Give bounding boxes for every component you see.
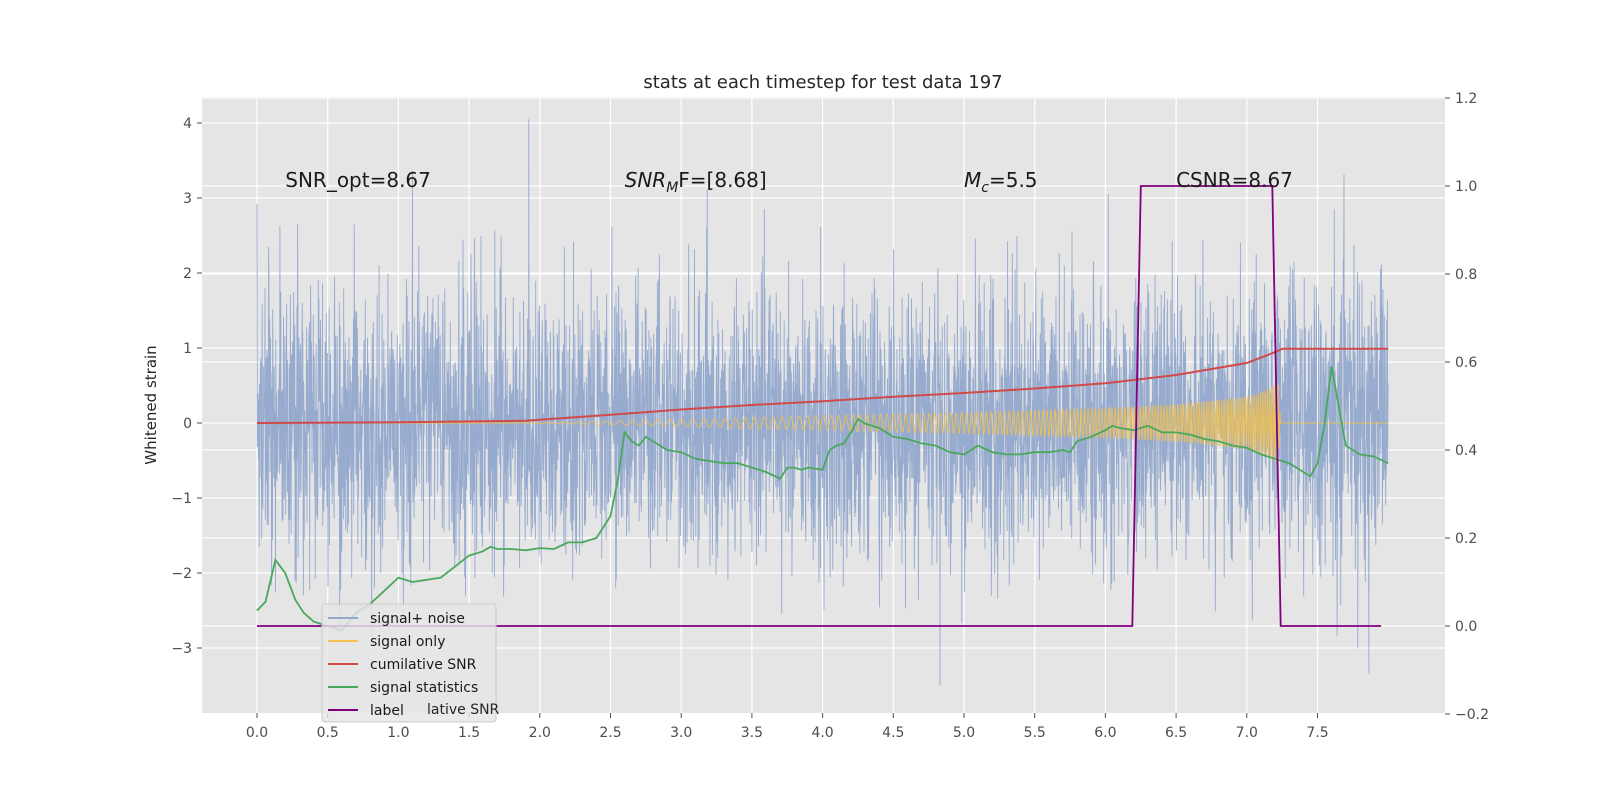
series-cumulative-snr xyxy=(256,347,1389,424)
annotation-part: SNR xyxy=(625,168,667,192)
legend-entry: cumilative SNR xyxy=(370,657,477,673)
legend-entry: signal+ noise xyxy=(370,611,465,627)
annotations: SNR_opt=8.67 SNRMF=[8.68] Mc=5.5 CSNR=8.67 xyxy=(285,168,1293,196)
x-tick-label: 6.0 xyxy=(1094,725,1116,741)
y-tick-label: −3 xyxy=(171,641,192,657)
annotation-1: SNRMF=[8.68] xyxy=(625,168,767,196)
x-tick-label: 1.0 xyxy=(387,725,409,741)
y-tick-label: 2 xyxy=(183,266,192,282)
annotation-part: F=[8.68] xyxy=(678,168,766,192)
y2-tick-label: 1.0 xyxy=(1455,179,1477,195)
series-signal-statistics xyxy=(256,366,1389,632)
x-tick-label: 2.5 xyxy=(599,725,621,741)
x-tick-label: 7.5 xyxy=(1306,725,1328,741)
legend-entry: signal only xyxy=(370,634,445,650)
x-tick-label: 3.0 xyxy=(670,725,692,741)
y-axis-label: Whitened strain xyxy=(142,345,160,464)
x-tick-label: 7.0 xyxy=(1236,725,1258,741)
y2-tick-label: 0.8 xyxy=(1455,267,1477,283)
legend-entry: signal statistics xyxy=(370,680,478,696)
y2-tick-label: −0.2 xyxy=(1455,707,1489,723)
legend: lative SNR signal+ noise signal only cumila… xyxy=(321,603,500,723)
y2-tick-label: 0.6 xyxy=(1455,355,1477,371)
axes: 0.0 0.5 1.0 1.5 2.0 2.5 3.0 3.5 4.0 4.5 5.0 5.5 6.0 6… xyxy=(171,91,1489,741)
y-tick-label: 0 xyxy=(183,416,192,432)
series-layer xyxy=(256,119,1389,686)
y2-tick-label: 0.0 xyxy=(1455,619,1477,635)
x-tick-label: 0.5 xyxy=(317,725,339,741)
x-tick-label: 6.5 xyxy=(1165,725,1187,741)
annotation-2: Mc=5.5 xyxy=(964,168,1038,196)
y-tick-label: 3 xyxy=(183,191,192,207)
legend-box xyxy=(321,603,497,723)
y2-tick-label: 0.2 xyxy=(1455,531,1477,547)
x-tick-label: 3.5 xyxy=(741,725,763,741)
annotation-0: SNR_opt=8.67 xyxy=(285,168,431,192)
series-signal-only xyxy=(257,384,1389,464)
series-label xyxy=(257,185,1382,627)
y-tick-label: 1 xyxy=(183,341,192,357)
annotation-part: M xyxy=(964,168,981,192)
x-tick-label: 0.0 xyxy=(246,725,268,741)
x-tick-label: 4.5 xyxy=(882,725,904,741)
x-tick-label: 1.5 xyxy=(458,725,480,741)
annotation-3: CSNR=8.67 xyxy=(1176,168,1293,192)
chart-title: stats at each timestep for test data 197 xyxy=(643,72,1002,93)
x-tick-label: 5.0 xyxy=(953,725,975,741)
y-tick-label: 4 xyxy=(183,116,192,132)
annotation-part: =5.5 xyxy=(989,168,1038,192)
annotation-subscript: c xyxy=(981,180,989,196)
y2-tick-label: 0.4 xyxy=(1455,443,1477,459)
y-tick-label: −1 xyxy=(171,491,192,507)
series-signal-noise xyxy=(256,119,1389,686)
x-tick-label: 4.0 xyxy=(811,725,833,741)
annotation-subscript: M xyxy=(666,180,678,196)
y2-tick-label: 1.2 xyxy=(1455,91,1477,107)
legend-entry: label xyxy=(370,703,404,719)
legend-residual-text: lative SNR xyxy=(427,702,500,718)
y-tick-label: −2 xyxy=(171,566,192,582)
x-tick-label: 5.5 xyxy=(1024,725,1046,741)
x-tick-label: 2.0 xyxy=(529,725,551,741)
